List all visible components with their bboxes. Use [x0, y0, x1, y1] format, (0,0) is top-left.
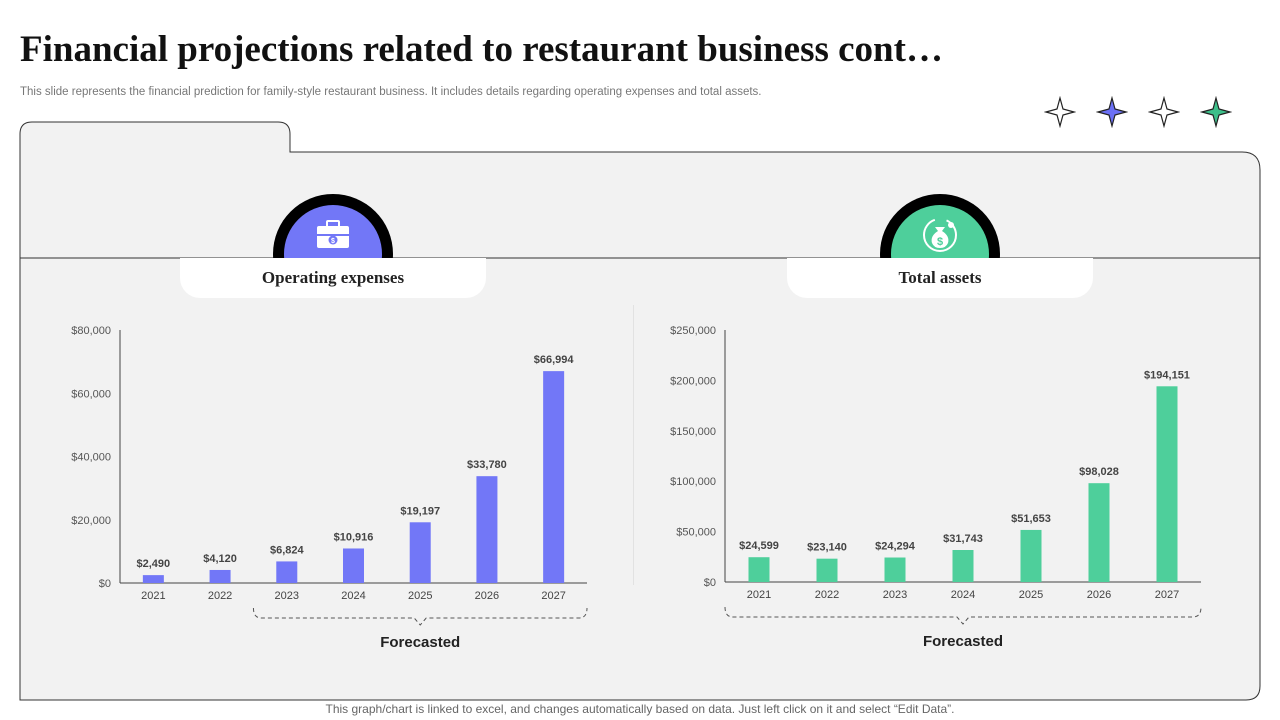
forecast-bracket — [724, 606, 1202, 625]
forecast-label: Forecasted — [923, 633, 1003, 650]
data-label: $4,120 — [203, 553, 237, 565]
forecast-bracket — [252, 607, 588, 626]
bar — [476, 476, 498, 583]
data-label: $6,824 — [270, 544, 305, 556]
sparkle-icon — [1200, 96, 1232, 128]
y-tick-label: $50,000 — [676, 527, 716, 539]
bar — [1020, 529, 1042, 582]
x-tick-label: 2022 — [815, 589, 839, 601]
data-label: $66,994 — [534, 354, 575, 366]
data-label: $31,743 — [943, 533, 983, 545]
y-tick-label: $20,000 — [71, 515, 111, 527]
data-label: $2,490 — [137, 558, 171, 570]
operating-expenses-chart: $0 $20,000 $40,000 $60,000 $80,000 $2,490 2021… — [71, 325, 588, 651]
svg-text:$: $ — [331, 238, 335, 245]
bar — [409, 522, 431, 583]
briefcase-dollar-icon: $ — [317, 220, 349, 248]
data-label: $10,916 — [334, 531, 374, 543]
x-tick-label: 2027 — [541, 590, 565, 602]
total-assets-chart: $0 $50,000 $100,000 $150,000 $200,000 $250,00… — [670, 325, 1202, 650]
charts-divider — [633, 305, 634, 585]
money-bag-growth-icon: $ — [923, 218, 957, 252]
footer-note: This graph/chart is linked to excel, and… — [325, 702, 955, 716]
bar — [952, 550, 974, 582]
y-tick-label: $100,000 — [670, 476, 716, 488]
assets-badge: $ — [880, 194, 1000, 258]
bar — [209, 569, 231, 583]
data-label: $194,151 — [1144, 369, 1190, 381]
x-tick-label: 2027 — [1155, 589, 1179, 601]
data-label: $23,140 — [807, 542, 847, 554]
sparkle-icon — [1148, 96, 1180, 128]
x-tick-label: 2025 — [1019, 589, 1043, 601]
data-label: $98,028 — [1079, 466, 1119, 478]
bar — [1088, 483, 1110, 582]
y-tick-label: $40,000 — [71, 452, 111, 464]
y-tick-label: $80,000 — [71, 325, 111, 337]
x-tick-label: 2025 — [408, 590, 432, 602]
x-tick-label: 2026 — [1087, 589, 1111, 601]
y-tick-label: $200,000 — [670, 375, 716, 387]
bar — [816, 558, 838, 582]
y-tick-label: $0 — [99, 578, 111, 590]
operating-expenses-title: Operating expenses — [180, 258, 486, 298]
y-tick-label: $250,000 — [670, 325, 716, 337]
svg-text:$: $ — [937, 236, 943, 248]
sparkle-icon — [1096, 96, 1128, 128]
x-tick-label: 2023 — [275, 590, 299, 602]
bar — [343, 548, 364, 583]
bar — [884, 557, 906, 582]
bar — [276, 561, 298, 583]
bar — [1156, 386, 1178, 582]
forecast-label: Forecasted — [380, 634, 460, 651]
decorative-stars — [1044, 96, 1244, 128]
bar — [543, 371, 565, 583]
x-tick-label: 2023 — [883, 589, 907, 601]
bar — [142, 575, 164, 583]
x-tick-label: 2021 — [747, 589, 771, 601]
page-title: Financial projections related to restaur… — [20, 29, 943, 70]
x-tick-label: 2026 — [475, 590, 499, 602]
operating-badge: $ — [273, 194, 393, 258]
x-tick-label: 2024 — [951, 589, 975, 601]
x-tick-label: 2022 — [208, 590, 232, 602]
bar — [748, 557, 770, 582]
data-label: $24,294 — [875, 541, 916, 553]
data-label: $33,780 — [467, 459, 507, 471]
x-tick-label: 2024 — [341, 590, 365, 602]
y-tick-label: $60,000 — [71, 388, 111, 400]
data-label: $24,599 — [739, 540, 779, 552]
y-tick-label: $150,000 — [670, 426, 716, 438]
data-label: $51,653 — [1011, 513, 1051, 525]
x-tick-label: 2021 — [141, 590, 165, 602]
total-assets-title: Total assets — [787, 258, 1093, 298]
page-subtitle: This slide represents the financial pred… — [20, 86, 762, 98]
data-label: $19,197 — [400, 505, 440, 517]
y-tick-label: $0 — [704, 577, 716, 589]
sparkle-icon — [1044, 96, 1076, 128]
